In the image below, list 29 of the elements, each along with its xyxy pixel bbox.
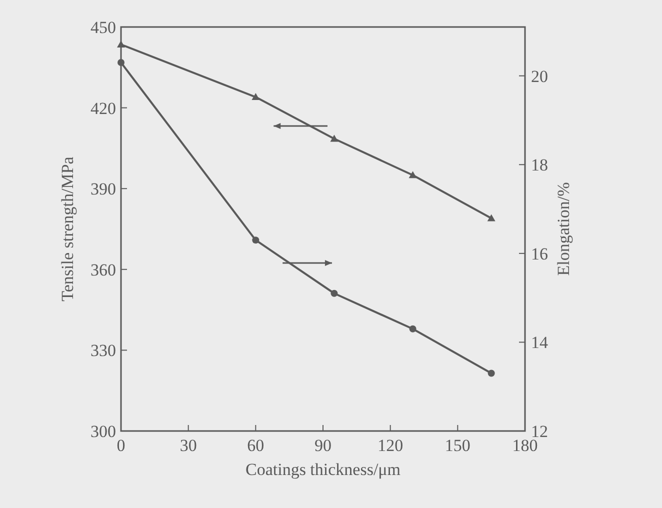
point [488, 370, 495, 377]
y-tick-label: 450 [90, 18, 116, 37]
point [252, 93, 260, 100]
x-tick-label: 30 [180, 436, 197, 455]
y-axis-title: Tensile strength/MPa [58, 156, 77, 302]
y-tick-label: 330 [90, 341, 116, 360]
y2-tick-label: 18 [531, 156, 548, 175]
point [408, 171, 417, 178]
x-tick-label: 120 [378, 436, 404, 455]
x-tick-label: 90 [314, 436, 332, 455]
x-axis-title: Coatings thickness/μm [245, 460, 401, 479]
point [330, 134, 338, 142]
point [252, 236, 260, 244]
point [118, 59, 124, 66]
y-tick-label: 390 [90, 180, 116, 199]
x-tick-label: 0 [116, 436, 126, 455]
y-tick-label: 300 [90, 422, 116, 441]
point [409, 325, 416, 332]
point [487, 214, 496, 222]
y2-tick-label: 20 [531, 66, 548, 86]
y2-tick-label: 14 [531, 333, 548, 352]
x-tick-label: 60 [247, 436, 264, 455]
y2-axis-title: Elongation/% [554, 182, 573, 276]
y-tick-label: 420 [90, 98, 116, 118]
point [330, 290, 338, 297]
y-tick-label: 360 [90, 260, 116, 280]
point [117, 40, 125, 48]
y2-tick-label: 16 [531, 244, 548, 264]
x-tick-label: 150 [444, 436, 470, 455]
